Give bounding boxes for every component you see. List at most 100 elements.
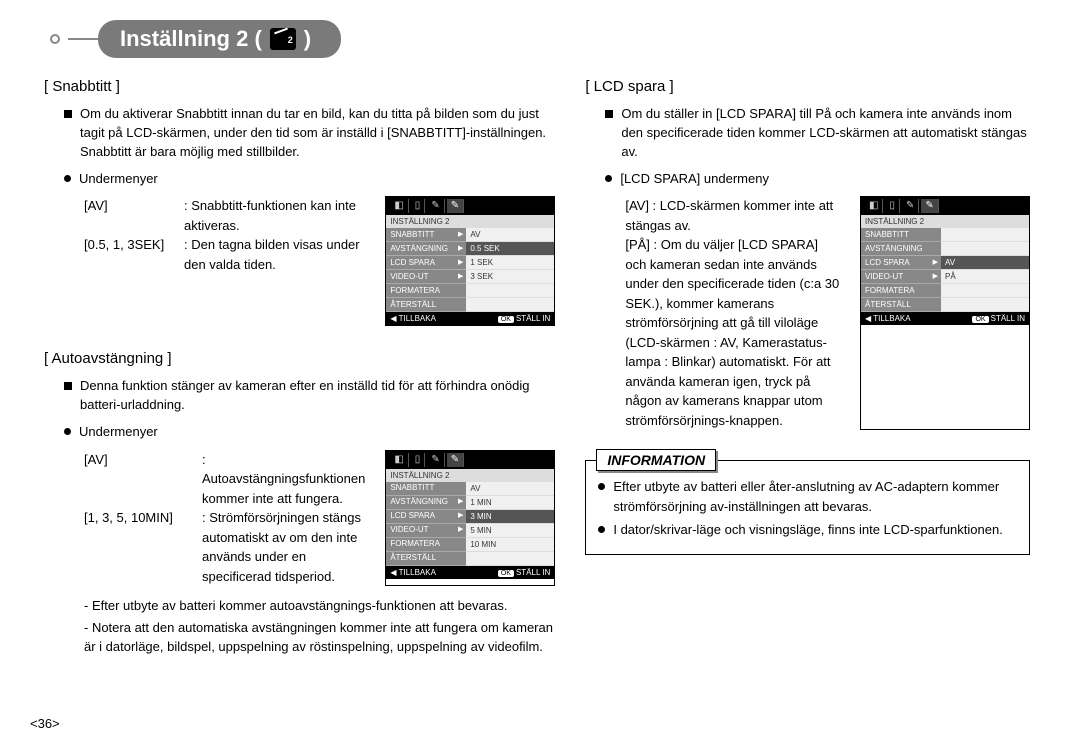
dot-bullet-icon xyxy=(64,175,71,182)
menu-value xyxy=(466,298,554,312)
snabbtitt-row: [AV] : Snabbtitt-funktionen kan inte akt… xyxy=(44,196,555,326)
square-bullet-icon xyxy=(64,382,72,390)
info-item: Efter utbyte av batteri eller åter-anslu… xyxy=(586,477,1029,520)
section-snabbtitt: [ Snabbtitt ] Om du aktiverar Snabbtitt … xyxy=(44,78,555,326)
menu-item: FORMATERA xyxy=(386,538,466,552)
auto-sub-label: Undermenyer xyxy=(79,423,158,442)
menu-footer: ◀ TILLBAKA OKSTÄLL IN xyxy=(861,312,1029,325)
info-text: I dator/skrivar-läge och visningsläge, f… xyxy=(613,520,1002,540)
section-lcd: [ LCD spara ] Om du ställer in [LCD SPAR… xyxy=(585,78,1030,430)
desc-row: [AV] : Autoavstängningsfunktionen kommer… xyxy=(44,450,365,509)
auto-desc: [AV] : Autoavstängningsfunktionen kommer… xyxy=(44,450,365,587)
lcd-av: [AV] : LCD-skärmen kommer inte att stäng… xyxy=(585,196,840,235)
info-item: I dator/skrivar-läge och visningsläge, f… xyxy=(586,520,1029,544)
menu-item: FORMATERA xyxy=(861,284,941,298)
menu-title: INSTÄLLNING 2 xyxy=(386,215,554,228)
lcd-row: [AV] : LCD-skärmen kommer inte att stäng… xyxy=(585,196,1030,430)
desc-row: [AV] : Snabbtitt-funktionen kan inte akt… xyxy=(44,196,365,235)
menu-value: 3 MIN xyxy=(466,510,554,524)
menu-item: ÅTERSTÄLL xyxy=(386,552,466,566)
dot-bullet-icon xyxy=(598,526,605,533)
menu-item: LCD SPARA▶ xyxy=(861,256,941,270)
menu-value xyxy=(466,284,554,298)
header-title-prefix: Inställning 2 ( xyxy=(120,26,262,52)
menu-value: 10 MIN xyxy=(466,538,554,552)
header-dot xyxy=(50,34,60,44)
menu-tabs: ◧ ▯ ✎ ✎ xyxy=(386,197,554,215)
square-bullet-icon xyxy=(605,110,613,118)
auto-row: [AV] : Autoavstängningsfunktionen kommer… xyxy=(44,450,555,587)
desc-val: : Strömförsörjningen stängs automatiskt … xyxy=(202,508,365,586)
left-column: [ Snabbtitt ] Om du aktiverar Snabbtitt … xyxy=(44,72,555,659)
desc-val: : Snabbtitt-funktionen kan inte aktivera… xyxy=(184,196,365,235)
auto-note: - Notera att den automatiska avstängning… xyxy=(44,618,555,657)
tab-icon: ✎ xyxy=(427,453,444,467)
header-line xyxy=(68,38,98,40)
lcd-desc: [AV] : LCD-skärmen kommer inte att stäng… xyxy=(585,196,840,430)
info-text: Efter utbyte av batteri eller åter-anslu… xyxy=(613,477,1017,516)
desc-val: : Autoavstängningsfunktionen kommer inte… xyxy=(202,450,365,509)
lcd-sub-label: [LCD SPARA] undermeny xyxy=(620,170,769,189)
desc-key: [1, 3, 5, 10MIN] xyxy=(84,508,202,586)
desc-key: [AV] xyxy=(84,450,202,509)
square-bullet-icon xyxy=(64,110,72,118)
information-box: INFORMATION Efter utbyte av batteri elle… xyxy=(585,460,1030,555)
snabbtitt-desc: [AV] : Snabbtitt-funktionen kan inte akt… xyxy=(44,196,365,326)
menu-value xyxy=(941,242,1029,256)
tab-icon: ✎ xyxy=(921,199,938,213)
desc-val: : Den tagna bilden visas under den valda… xyxy=(184,235,365,274)
snabbtitt-sub: Undermenyer xyxy=(44,170,555,189)
auto-sub: Undermenyer xyxy=(44,423,555,442)
menu-item: AVSTÄNGNING▶ xyxy=(386,242,466,256)
menu-value: AV xyxy=(941,256,1029,270)
lcd-pa: [PÅ] : Om du väljer [LCD SPARA] och kame… xyxy=(585,235,840,430)
camera-menu-snabbtitt: ◧ ▯ ✎ ✎ INSTÄLLNING 2 SNABBTITT▶AV AVSTÄ… xyxy=(385,196,555,326)
tab-icon: ✎ xyxy=(447,199,464,213)
menu-item: FORMATERA xyxy=(386,284,466,298)
menu-value: 0.5 SEK xyxy=(466,242,554,256)
wrench-icon: 2 xyxy=(270,28,296,50)
tab-icon: ✎ xyxy=(902,199,919,213)
dot-bullet-icon xyxy=(64,428,71,435)
desc-key: [AV] xyxy=(84,196,184,235)
information-label: INFORMATION xyxy=(596,449,716,471)
lcd-sub: [LCD SPARA] undermeny xyxy=(585,170,1030,189)
snabbtitt-title: [ Snabbtitt ] xyxy=(44,78,555,95)
snabbtitt-sub-label: Undermenyer xyxy=(79,170,158,189)
menu-value: 5 MIN xyxy=(466,524,554,538)
tab-icon: ✎ xyxy=(427,199,444,213)
auto-intro: Denna funktion stänger av kameran efter … xyxy=(44,377,555,415)
tab-icon: ◧ xyxy=(390,453,408,467)
auto-note: - Efter utbyte av batteri kommer autoavs… xyxy=(44,596,555,616)
auto-intro-text: Denna funktion stänger av kameran efter … xyxy=(80,377,555,415)
tab-icon: ▯ xyxy=(411,199,426,213)
dot-bullet-icon xyxy=(605,175,612,182)
header-title-suffix: ) xyxy=(304,26,311,52)
tab-icon: ▯ xyxy=(885,199,900,213)
tab-icon: ✎ xyxy=(447,453,464,467)
menu-value xyxy=(466,552,554,566)
menu-value xyxy=(941,298,1029,312)
menu-item: VIDEO-UT▶ xyxy=(386,270,466,284)
icon-number: 2 xyxy=(288,31,293,49)
menu-tabs: ◧ ▯ ✎ ✎ xyxy=(386,451,554,469)
content-columns: [ Snabbtitt ] Om du aktiverar Snabbtitt … xyxy=(30,72,1030,659)
menu-footer: ◀ TILLBAKA OKSTÄLL IN xyxy=(386,312,554,325)
right-column: [ LCD spara ] Om du ställer in [LCD SPAR… xyxy=(585,72,1030,659)
section-auto: [ Autoavstängning ] Denna funktion stäng… xyxy=(44,350,555,657)
menu-value: PÅ xyxy=(941,270,1029,284)
menu-item: SNABBTITT xyxy=(861,228,941,242)
menu-value xyxy=(941,228,1029,242)
snabbtitt-intro-text: Om du aktiverar Snabbtitt innan du tar e… xyxy=(80,105,555,162)
menu-tabs: ◧ ▯ ✎ ✎ xyxy=(861,197,1029,215)
camera-menu-lcd: ◧ ▯ ✎ ✎ INSTÄLLNING 2 SNABBTITT AVSTÄNGN… xyxy=(860,196,1030,430)
menu-item: VIDEO-UT▶ xyxy=(861,270,941,284)
menu-item: SNABBTITT xyxy=(386,482,466,496)
auto-title: [ Autoavstängning ] xyxy=(44,350,555,367)
menu-value xyxy=(941,284,1029,298)
menu-title: INSTÄLLNING 2 xyxy=(861,215,1029,228)
menu-item: AVSTÄNGNING▶ xyxy=(386,496,466,510)
menu-value: 3 SEK xyxy=(466,270,554,284)
menu-value: 1 MIN xyxy=(466,496,554,510)
dot-bullet-icon xyxy=(598,483,605,490)
